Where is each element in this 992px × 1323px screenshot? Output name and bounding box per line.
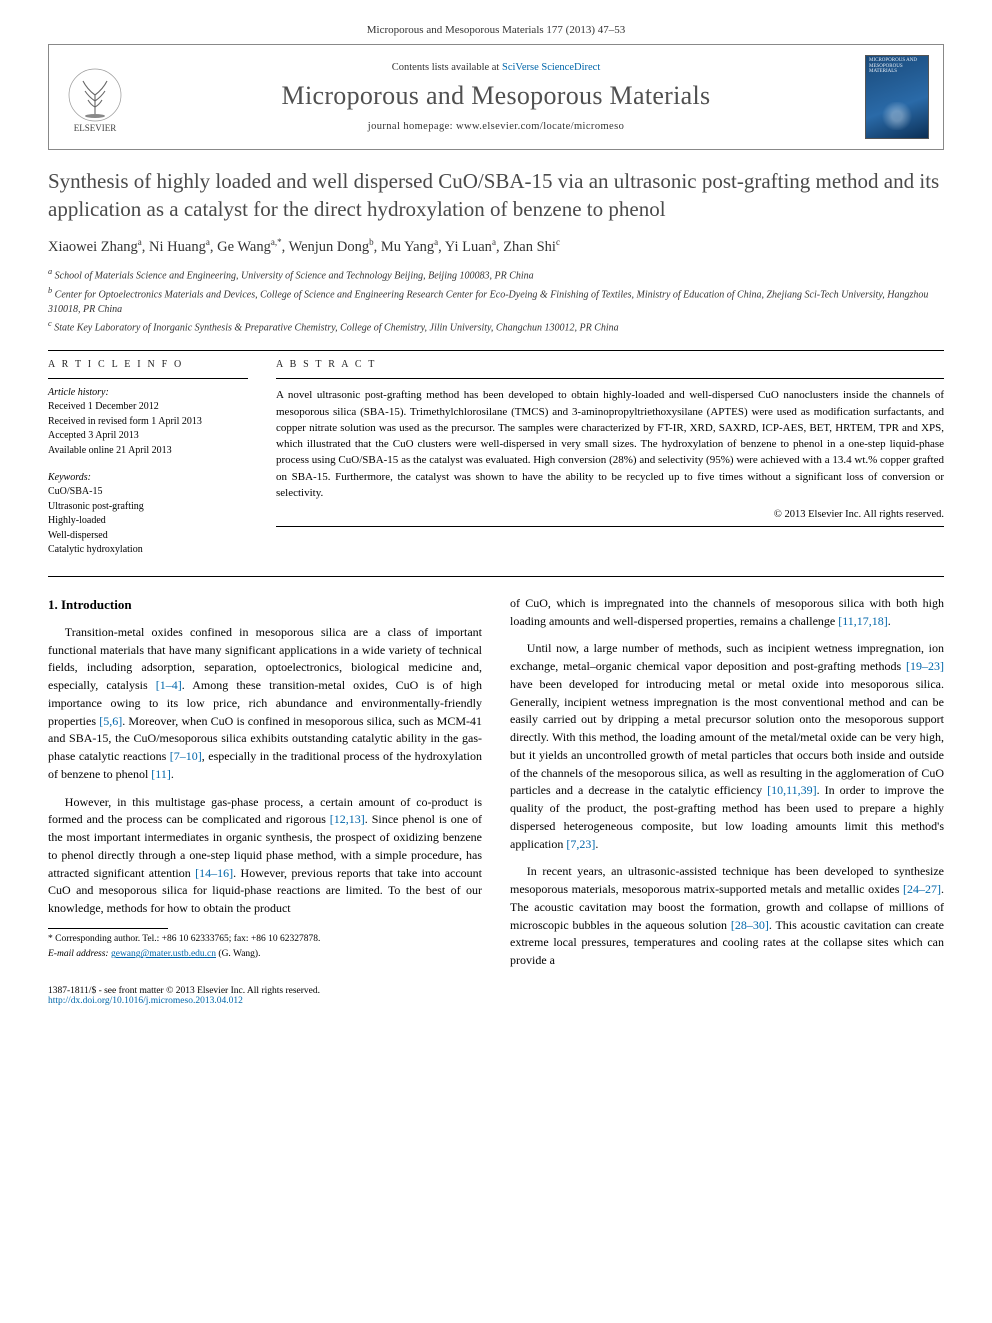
citation[interactable]: [11] <box>151 767 171 781</box>
paragraph: In recent years, an ultrasonic-assisted … <box>510 863 944 970</box>
affiliation: a School of Materials Science and Engine… <box>48 266 944 284</box>
doi-line: http://dx.doi.org/10.1016/j.micromeso.20… <box>48 996 320 1006</box>
footnotes: * Corresponding author. Tel.: +86 10 623… <box>48 933 482 962</box>
keyword: CuO/SBA-15 <box>48 485 248 500</box>
cover-label: MICROPOROUS AND MESOPOROUS MATERIALS <box>866 56 928 77</box>
abstract-block: A B S T R A C T A novel ultrasonic post-… <box>276 359 944 558</box>
citation[interactable]: [19–23] <box>906 659 944 673</box>
footer-line: 1387-1811/$ - see front matter © 2013 El… <box>48 986 944 1006</box>
sciencedirect-link[interactable]: SciVerse ScienceDirect <box>502 62 600 73</box>
contents-line: Contents lists available at SciVerse Sci… <box>141 62 851 73</box>
keywords-list: CuO/SBA-15Ultrasonic post-graftingHighly… <box>48 485 248 558</box>
history-list: Received 1 December 2012Received in revi… <box>48 400 248 458</box>
abstract-text: A novel ultrasonic post-grafting method … <box>276 387 944 501</box>
paragraph: However, in this multistage gas-phase pr… <box>48 794 482 918</box>
citation[interactable]: [14–16] <box>195 866 233 880</box>
divider <box>276 378 944 379</box>
elsevier-tree-icon <box>67 67 123 123</box>
journal-name: Microporous and Mesoporous Materials <box>141 81 851 111</box>
paragraph: Transition-metal oxides confined in meso… <box>48 624 482 784</box>
issn-text: 1387-1811/$ - see front matter © 2013 El… <box>48 986 320 996</box>
author-email-link[interactable]: gewang@mater.ustb.edu.cn <box>111 949 216 959</box>
history-head: Article history: <box>48 387 248 398</box>
affiliations: a School of Materials Science and Engine… <box>48 266 944 336</box>
authors: Xiaowei Zhanga, Ni Huanga, Ge Wanga,*, W… <box>48 237 944 256</box>
affiliation: c State Key Laboratory of Inorganic Synt… <box>48 318 944 336</box>
journal-header: ELSEVIER Contents lists available at Sci… <box>48 44 944 150</box>
keyword: Ultrasonic post-grafting <box>48 500 248 515</box>
email-label: E-mail address: <box>48 949 109 959</box>
article-info: A R T I C L E I N F O Article history: R… <box>48 359 248 558</box>
history-item: Received 1 December 2012 <box>48 400 248 415</box>
keywords-head: Keywords: <box>48 472 248 483</box>
abstract-copyright: © 2013 Elsevier Inc. All rights reserved… <box>276 509 944 520</box>
citation[interactable]: [24–27] <box>903 882 941 896</box>
divider <box>276 526 944 527</box>
homepage-prefix: journal homepage: <box>368 121 456 132</box>
citation[interactable]: [28–30] <box>731 918 769 932</box>
publisher-name: ELSEVIER <box>74 123 117 133</box>
paragraph: Until now, a large number of methods, su… <box>510 640 944 853</box>
citation[interactable]: [5,6] <box>99 714 122 728</box>
issn-front-matter: 1387-1811/$ - see front matter © 2013 El… <box>48 986 320 1006</box>
article-meta: A R T I C L E I N F O Article history: R… <box>48 359 944 558</box>
citation[interactable]: [1–4] <box>156 678 182 692</box>
email-who: (G. Wang). <box>218 949 260 959</box>
article-info-head: A R T I C L E I N F O <box>48 359 248 370</box>
history-item: Received in revised form 1 April 2013 <box>48 415 248 430</box>
history-item: Available online 21 April 2013 <box>48 444 248 459</box>
keyword: Catalytic hydroxylation <box>48 543 248 558</box>
article-title: Synthesis of highly loaded and well disp… <box>48 168 944 223</box>
affiliation: b Center for Optoelectronics Materials a… <box>48 285 944 317</box>
header-center: Contents lists available at SciVerse Sci… <box>141 62 851 132</box>
journal-homepage: journal homepage: www.elsevier.com/locat… <box>141 121 851 132</box>
citation[interactable]: [11,17,18] <box>838 614 888 628</box>
citation[interactable]: [7,23] <box>566 837 595 851</box>
journal-reference: Microporous and Mesoporous Materials 177… <box>48 24 944 36</box>
citation[interactable]: [12,13] <box>330 812 365 826</box>
keyword: Highly-loaded <box>48 514 248 529</box>
section-heading-intro: 1. Introduction <box>48 595 482 614</box>
contents-prefix: Contents lists available at <box>392 62 502 73</box>
corresponding-author: * Corresponding author. Tel.: +86 10 623… <box>48 933 482 946</box>
divider <box>48 350 944 351</box>
paragraph: of CuO, which is impregnated into the ch… <box>510 595 944 631</box>
divider <box>48 576 944 577</box>
citation[interactable]: [7–10] <box>170 749 202 763</box>
journal-cover-thumb: MICROPOROUS AND MESOPOROUS MATERIALS <box>865 55 929 139</box>
article-body: 1. Introduction Transition-metal oxides … <box>48 595 944 972</box>
doi-link[interactable]: http://dx.doi.org/10.1016/j.micromeso.20… <box>48 996 243 1006</box>
elsevier-logo: ELSEVIER <box>63 61 127 133</box>
history-item: Accepted 3 April 2013 <box>48 429 248 444</box>
email-line: E-mail address: gewang@mater.ustb.edu.cn… <box>48 948 482 961</box>
keyword: Well-dispersed <box>48 529 248 544</box>
abstract-head: A B S T R A C T <box>276 359 944 370</box>
homepage-url[interactable]: www.elsevier.com/locate/micromeso <box>456 121 624 132</box>
divider <box>48 378 248 379</box>
footnote-separator <box>48 928 168 929</box>
citation[interactable]: [10,11,39] <box>767 783 817 797</box>
